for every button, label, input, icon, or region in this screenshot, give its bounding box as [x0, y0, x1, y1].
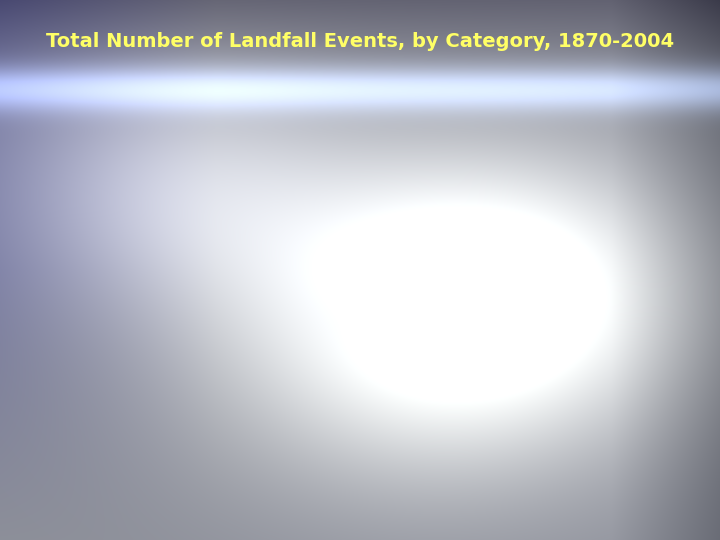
Bar	[475, 446, 546, 475]
Bar	[593, 467, 664, 475]
Y-axis label: Total number of landfaling events: Total number of landfaling events	[37, 144, 52, 401]
Bar	[121, 70, 192, 475]
X-axis label: Category: Category	[357, 504, 428, 519]
Text: Total Number of Landfall Events, by Category, 1870-2004: Total Number of Landfall Events, by Cate…	[46, 32, 674, 51]
Bar	[357, 426, 428, 475]
Bar	[239, 322, 310, 475]
